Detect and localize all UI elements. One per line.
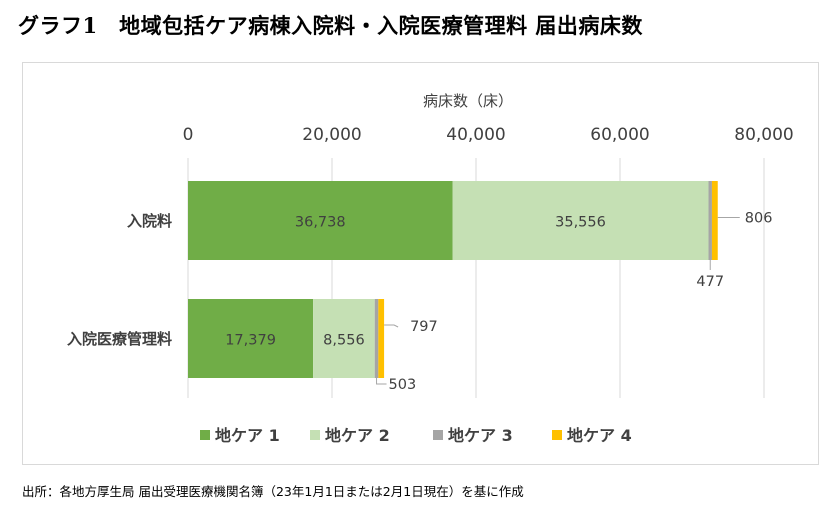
bar-segment bbox=[188, 181, 453, 260]
bar-segment bbox=[378, 299, 385, 378]
legend-swatch bbox=[433, 430, 443, 440]
tick-label: 60,000 bbox=[590, 125, 649, 145]
chart-frame bbox=[22, 62, 819, 465]
category-label: 入院医療管理料 bbox=[67, 330, 172, 348]
legend-label: 地ケア 1 bbox=[215, 426, 280, 445]
legend-swatch bbox=[552, 430, 562, 440]
legend-label: 地ケア 4 bbox=[567, 426, 632, 445]
legend-label: 地ケア 3 bbox=[448, 426, 513, 445]
tick-label: 80,000 bbox=[734, 125, 793, 145]
source-note: 出所：各地方厚生局 届出受理医療機関名簿（23年1月1日または2月1日現在）を基… bbox=[22, 484, 524, 499]
page-title: グラフ1 地域包括ケア病棟入院料・入院医療管理料 届出病床数 bbox=[18, 13, 643, 38]
legend-swatch bbox=[310, 430, 320, 440]
category-label: 入院料 bbox=[127, 212, 172, 230]
data-label: 797 bbox=[410, 319, 438, 335]
bar-segment bbox=[188, 299, 314, 378]
bar-segment bbox=[711, 181, 718, 260]
bar-segment bbox=[452, 181, 709, 260]
data-label: 503 bbox=[389, 377, 417, 393]
leader-line bbox=[376, 378, 387, 385]
tick-label: 40,000 bbox=[446, 125, 505, 145]
bar-segment bbox=[313, 299, 375, 378]
data-label: 806 bbox=[745, 211, 773, 227]
data-label: 8,556 bbox=[323, 333, 365, 349]
data-label: 35,556 bbox=[555, 215, 606, 231]
tick-label: 20,000 bbox=[302, 125, 361, 145]
bar-segment bbox=[374, 299, 379, 378]
legend-swatch bbox=[200, 430, 210, 440]
tick-label: 0 bbox=[183, 125, 194, 145]
axis-title: 病床数（床） bbox=[423, 92, 513, 110]
data-label: 36,738 bbox=[295, 215, 346, 231]
data-label: 477 bbox=[696, 274, 724, 290]
leader-line bbox=[384, 324, 399, 328]
data-label: 17,379 bbox=[225, 333, 276, 349]
bar-segment bbox=[708, 181, 712, 260]
legend-label: 地ケア 2 bbox=[325, 426, 390, 445]
bed-count-chart: 病床数（床） 0 20,000 40,000 60,000 80,000 入院料 36,738… bbox=[67, 92, 794, 445]
